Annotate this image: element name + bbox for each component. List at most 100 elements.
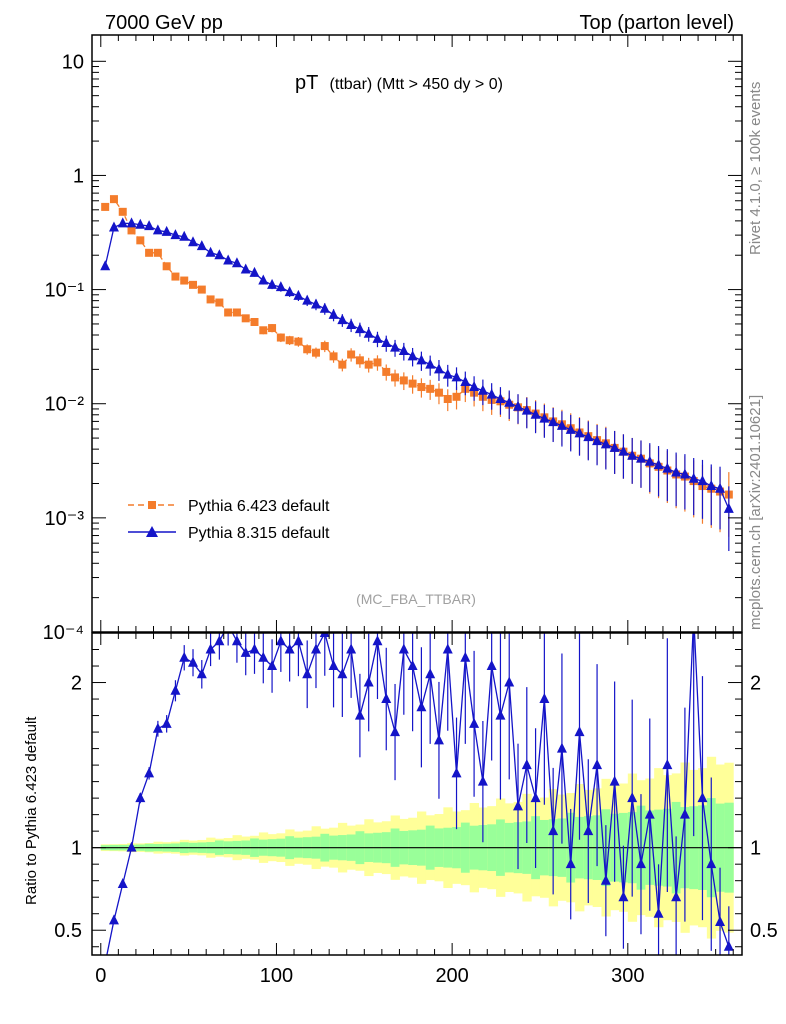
data-point-triangle [328, 308, 339, 319]
ratio-y-tick-label-right: 2 [750, 673, 761, 695]
data-point-triangle [723, 502, 734, 513]
ratio-point-triangle [302, 668, 313, 679]
data-point-triangle [521, 404, 532, 415]
ratio-point-triangle [653, 907, 664, 918]
chart-title-main: pT [295, 72, 318, 94]
ratio-point-triangle [425, 668, 436, 679]
legend: Pythia 6.423 default Pythia 8.315 defaul… [128, 498, 330, 542]
data-point-triangle [416, 354, 427, 365]
ratio-point-triangle [161, 717, 172, 728]
data-point-square [250, 317, 259, 326]
data-point-triangle [390, 341, 401, 352]
ratio-point-triangle [381, 693, 392, 704]
data-point-square [452, 392, 461, 401]
data-point-triangle [267, 278, 278, 289]
ratio-y-tick-label-right: 0.5 [750, 920, 778, 942]
data-point-square [268, 324, 277, 333]
data-point-triangle [679, 468, 690, 479]
data-point-triangle [688, 472, 699, 483]
y-tick-label: 1 [73, 165, 84, 187]
ratio-point-triangle [108, 914, 119, 925]
ratio-point-triangle [337, 668, 348, 679]
x-tick-label: 0 [95, 965, 106, 987]
data-point-triangle [556, 419, 567, 430]
data-point-square [443, 394, 452, 403]
ratio-point-triangle [170, 684, 181, 695]
data-point-triangle [451, 371, 462, 382]
data-point-triangle [337, 314, 348, 325]
data-point-triangle [539, 412, 550, 423]
ratio-point-triangle [319, 633, 330, 637]
chart-title: pT (ttbar) (Mtt > 450 dy > 0) [295, 72, 503, 94]
data-point-square [417, 383, 426, 392]
data-point-triangle [618, 445, 629, 456]
data-point-triangle [214, 249, 225, 260]
data-point-triangle [600, 438, 611, 449]
data-point-triangle [574, 427, 585, 438]
data-point-triangle [433, 363, 444, 374]
ratio-point-triangle [530, 792, 541, 803]
data-point-square [426, 384, 435, 393]
data-point-triangle [706, 480, 717, 491]
side-label-rivet: Rivet 4.1.0, ≥ 100k events [747, 82, 764, 255]
legend-marker-pythia6 [148, 501, 156, 509]
main-axes: 10 1 10⁻¹ 10⁻² 10⁻³ 10⁻⁴ [43, 34, 743, 644]
ratio-point-triangle [328, 660, 339, 671]
data-point-triangle [310, 298, 321, 309]
ratio-point-triangle [275, 635, 286, 646]
analysis-tag: (MC_FBA_TTBAR) [356, 591, 476, 607]
data-point-triangle [477, 384, 488, 395]
data-point-square [232, 308, 241, 317]
ratio-point-triangle [513, 800, 524, 811]
data-point-triangle [223, 254, 234, 265]
ratio-point-triangle [723, 940, 734, 951]
data-point-triangle [495, 392, 506, 403]
ratio-point-triangle [205, 643, 216, 654]
ratio-point-triangle [117, 877, 128, 888]
data-point-triangle [627, 449, 638, 460]
ratio-point-triangle [715, 915, 726, 926]
data-point-square [408, 379, 417, 388]
data-point-square [197, 285, 206, 294]
ratio-point-triangle [469, 717, 480, 728]
ratio-point-triangle [433, 734, 444, 745]
y-tick-label: 10 [62, 51, 84, 73]
ratio-point-triangle [214, 635, 225, 646]
ratio-point-triangle [706, 858, 717, 869]
data-point-triangle [240, 263, 251, 274]
data-point-square [224, 308, 233, 317]
side-label-source: mcplots.cern.ch [arXiv:2401.10621] [747, 395, 764, 630]
y-tick-label: 10⁻² [45, 394, 85, 416]
ratio-series-layer [106, 633, 734, 955]
ratio-series-group [106, 633, 734, 955]
data-point-triangle [697, 475, 708, 486]
data-point-triangle [319, 302, 330, 313]
series-line-1 [104, 222, 730, 510]
ratio-point-triangle [398, 643, 409, 654]
data-point-square [259, 326, 268, 335]
ratio-point-triangle [679, 808, 690, 819]
ratio-axes: 0 100 200 300 0.5 0.5 1 1 2 2 [54, 632, 778, 987]
y-tick-label: 10⁻³ [45, 508, 85, 530]
ratio-point-triangle [627, 792, 638, 803]
data-point-square [338, 360, 347, 369]
data-point-triangle [407, 350, 418, 361]
data-point-triangle [302, 294, 313, 305]
ratio-point-triangle [671, 891, 682, 902]
ratio-point-triangle [240, 646, 251, 657]
ratio-point-triangle [249, 643, 260, 654]
data-point-triangle [117, 217, 128, 228]
ratio-y-tick-label: 2 [71, 673, 82, 695]
data-point-square [391, 373, 400, 382]
legend-marker-pythia8 [146, 526, 158, 537]
ratio-point-triangle [416, 701, 427, 712]
data-point-square [109, 195, 118, 204]
ratio-point-triangle [363, 676, 374, 687]
ratio-point-triangle [346, 643, 357, 654]
data-point-triangle [205, 246, 216, 257]
data-point-triangle [609, 441, 620, 452]
data-point-triangle [144, 220, 155, 231]
data-point-square [434, 388, 443, 397]
data-point-square [311, 348, 320, 357]
